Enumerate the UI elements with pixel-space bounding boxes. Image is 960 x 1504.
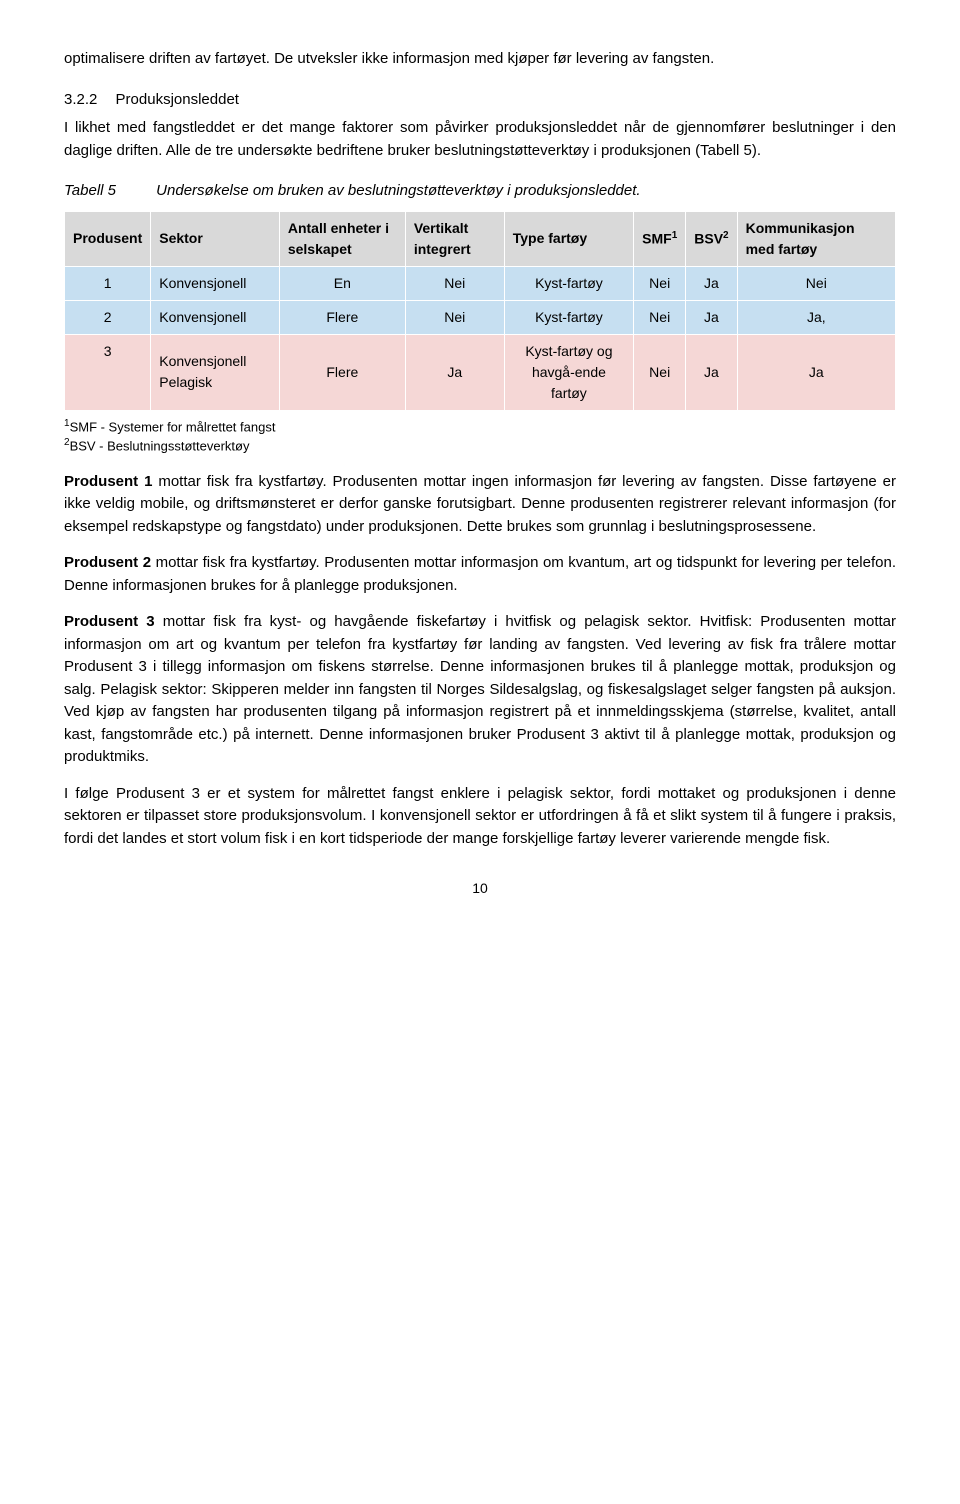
cell-type: Kyst-fartøy xyxy=(504,300,633,334)
section-title: Produksjonsleddet xyxy=(116,91,239,108)
footnote-1: 1SMF - Systemer for målrettet fangst xyxy=(64,417,896,436)
producers-table: Produsent Sektor Antall enheter i selska… xyxy=(64,211,896,411)
col-bsv: BSV2 xyxy=(686,211,737,266)
cell-vertikalt: Ja xyxy=(405,334,504,410)
table-caption: Tabell 5 Undersøkelse om bruken av beslu… xyxy=(64,180,896,203)
cell-bsv: Ja xyxy=(686,300,737,334)
cell-sektor: Konvensjonell xyxy=(151,266,280,300)
producer-1-text: mottar fisk fra kystfartøy. Produsenten … xyxy=(64,473,896,535)
producer-2-text: mottar fisk fra kystfartøy. Produsenten … xyxy=(64,554,896,594)
cell-komm: Ja, xyxy=(737,300,895,334)
section-number: 3.2.2 xyxy=(64,89,97,112)
intro-paragraph: optimalisere driften av fartøyet. De utv… xyxy=(64,48,896,71)
col-antall: Antall enheter i selskapet xyxy=(279,211,405,266)
footnote-2: 2BSV - Beslutningsstøtteverktøy xyxy=(64,436,896,455)
cell-produsent: 1 xyxy=(65,266,151,300)
col-produsent: Produsent xyxy=(65,211,151,266)
producer-3-paragraph: Produsent 3 mottar fisk fra kyst- og hav… xyxy=(64,611,896,769)
producer-1-paragraph: Produsent 1 mottar fisk fra kystfartøy. … xyxy=(64,471,896,539)
cell-antall: Flere xyxy=(279,334,405,410)
table-header-row: Produsent Sektor Antall enheter i selska… xyxy=(65,211,896,266)
table-head: Produsent Sektor Antall enheter i selska… xyxy=(65,211,896,266)
cell-type: Kyst-fartøy og havgå-ende fartøy xyxy=(504,334,633,410)
cell-vertikalt: Nei xyxy=(405,266,504,300)
col-vertikalt: Vertikalt integrert xyxy=(405,211,504,266)
cell-sektor: Konvensjonell xyxy=(151,300,280,334)
col-sektor: Sektor xyxy=(151,211,280,266)
table-row: 3 Konvensjonell Pelagisk Flere Ja Kyst-f… xyxy=(65,334,896,410)
caption-text: Undersøkelse om bruken av beslutningstøt… xyxy=(156,182,640,199)
col-type: Type fartøy xyxy=(504,211,633,266)
section-heading: 3.2.2 Produksjonsleddet xyxy=(64,89,896,112)
producer-3-lead: Produsent 3 xyxy=(64,613,155,630)
cell-produsent: 3 xyxy=(65,334,151,410)
table-body: 1 Konvensjonell En Nei Kyst-fartøy Nei J… xyxy=(65,266,896,410)
cell-bsv: Ja xyxy=(686,266,737,300)
table-footnotes: 1SMF - Systemer for målrettet fangst 2BS… xyxy=(64,417,896,455)
caption-label: Tabell 5 xyxy=(64,180,152,203)
producer-2-paragraph: Produsent 2 mottar fisk fra kystfartøy. … xyxy=(64,552,896,597)
producer-3-text: mottar fisk fra kyst- og havgående fiske… xyxy=(64,613,896,765)
cell-vertikalt: Nei xyxy=(405,300,504,334)
cell-antall: Flere xyxy=(279,300,405,334)
cell-type: Kyst-fartøy xyxy=(504,266,633,300)
cell-bsv: Ja xyxy=(686,334,737,410)
producer-2-lead: Produsent 2 xyxy=(64,554,151,571)
cell-komm: Nei xyxy=(737,266,895,300)
section-paragraph: I likhet med fangstleddet er det mange f… xyxy=(64,117,896,162)
page-number: 10 xyxy=(64,878,896,899)
producer-1-lead: Produsent 1 xyxy=(64,473,152,490)
cell-sektor: Konvensjonell Pelagisk xyxy=(151,334,280,410)
cell-produsent: 2 xyxy=(65,300,151,334)
cell-smf: Nei xyxy=(634,300,686,334)
col-smf: SMF1 xyxy=(634,211,686,266)
closing-paragraph: I følge Produsent 3 er et system for mål… xyxy=(64,783,896,851)
cell-komm: Ja xyxy=(737,334,895,410)
cell-antall: En xyxy=(279,266,405,300)
cell-smf: Nei xyxy=(634,334,686,410)
cell-smf: Nei xyxy=(634,266,686,300)
col-komm: Kommunikasjon med fartøy xyxy=(737,211,895,266)
table-row: 2 Konvensjonell Flere Nei Kyst-fartøy Ne… xyxy=(65,300,896,334)
table-row: 1 Konvensjonell En Nei Kyst-fartøy Nei J… xyxy=(65,266,896,300)
